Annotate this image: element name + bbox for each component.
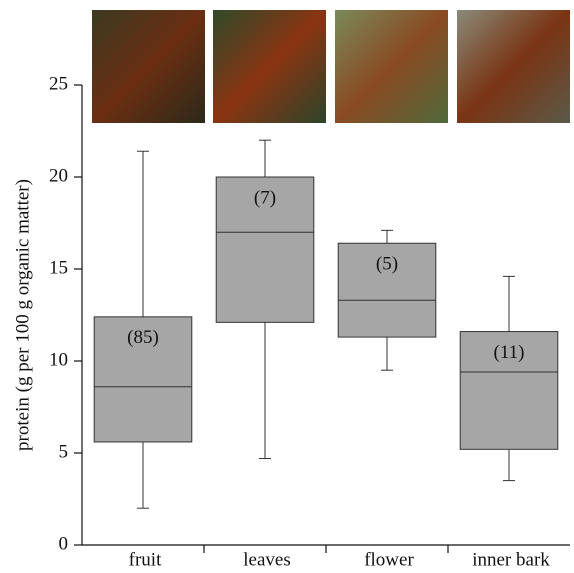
box-label: (85) bbox=[127, 327, 159, 348]
box-label: (7) bbox=[254, 187, 276, 208]
box-label: (11) bbox=[494, 342, 525, 363]
box-label: (5) bbox=[376, 254, 398, 275]
chart: protein (g per 100 g organic matter) 0 5 1… bbox=[0, 0, 574, 573]
y-tick-label: 25 bbox=[49, 73, 68, 94]
y-axis-label: protein (g per 100 g organic matter) bbox=[12, 179, 33, 451]
x-tick-label: inner bark bbox=[472, 549, 550, 570]
x-tick-label: fruit bbox=[129, 549, 162, 570]
y-tick-label: 10 bbox=[49, 349, 68, 370]
y-tick-label: 15 bbox=[49, 257, 68, 278]
y-tick-label: 0 bbox=[59, 533, 69, 554]
photo bbox=[457, 10, 570, 123]
x-tick-label: leaves bbox=[243, 549, 290, 570]
y-tick-label: 5 bbox=[59, 441, 69, 462]
photo bbox=[335, 10, 448, 123]
photo bbox=[213, 10, 326, 123]
y-tick-label: 20 bbox=[49, 165, 68, 186]
x-tick-label: flower bbox=[364, 549, 414, 570]
photo bbox=[92, 10, 205, 123]
